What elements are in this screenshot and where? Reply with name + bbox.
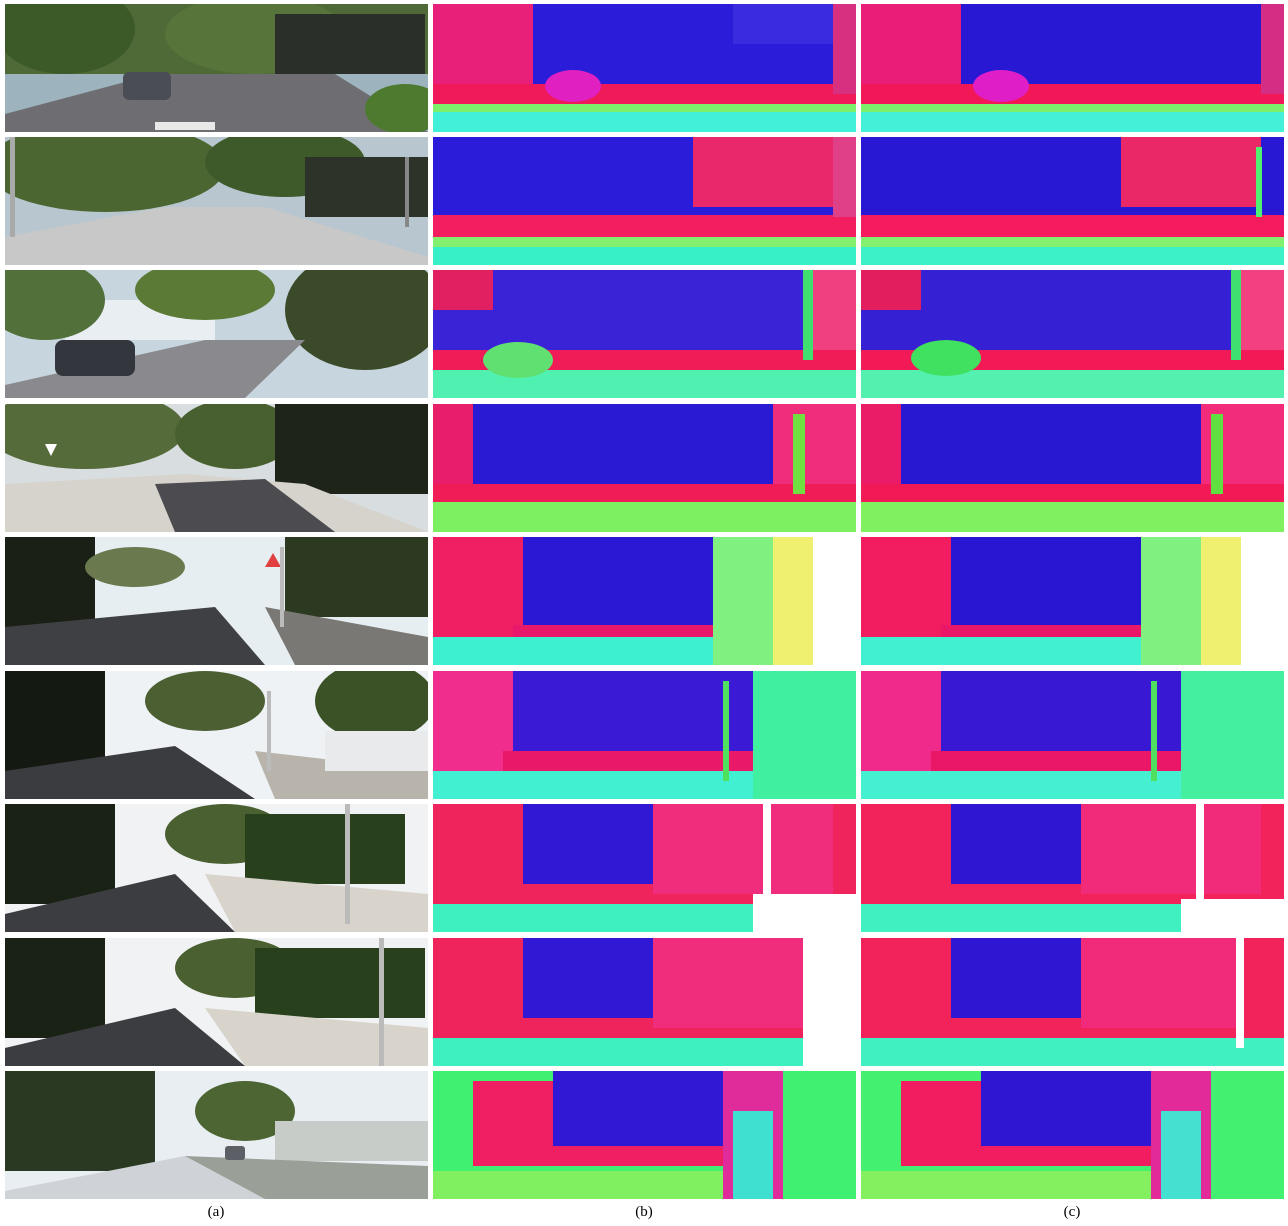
street-photo xyxy=(5,537,428,665)
normal-map-c xyxy=(861,4,1284,132)
street-photo xyxy=(5,270,428,398)
normal-map-b xyxy=(433,137,856,265)
figure-row xyxy=(5,137,1285,265)
normal-map-b xyxy=(433,804,856,932)
figure-row xyxy=(5,938,1285,1066)
figure-row xyxy=(5,671,1285,799)
figure-row xyxy=(5,404,1285,532)
caption-a: (a) xyxy=(207,1204,225,1220)
normal-map-b xyxy=(433,404,856,532)
normal-map-c xyxy=(861,270,1284,398)
normal-map-b xyxy=(433,1071,856,1199)
street-photo xyxy=(5,804,428,932)
caption-c: (c) xyxy=(1063,1204,1081,1220)
normal-map-c xyxy=(861,671,1284,799)
normal-map-b xyxy=(433,537,856,665)
street-photo xyxy=(5,4,428,132)
street-photo xyxy=(5,671,428,799)
normal-map-b xyxy=(433,4,856,132)
street-photo xyxy=(5,404,428,532)
normal-map-c xyxy=(861,938,1284,1066)
figure-row xyxy=(5,537,1285,665)
figure-row xyxy=(5,270,1285,398)
normal-map-c xyxy=(861,137,1284,265)
street-photo xyxy=(5,938,428,1066)
street-photo xyxy=(5,1071,428,1199)
normal-map-c xyxy=(861,537,1284,665)
figure-row xyxy=(5,804,1285,932)
figure-row xyxy=(5,4,1285,132)
caption-b: (b) xyxy=(635,1204,653,1220)
normal-map-b xyxy=(433,938,856,1066)
normal-map-c xyxy=(861,1071,1284,1199)
normal-map-c xyxy=(861,404,1284,532)
normal-map-b xyxy=(433,270,856,398)
normal-map-b xyxy=(433,671,856,799)
street-photo xyxy=(5,137,428,265)
normal-map-c xyxy=(861,804,1284,932)
figure-row xyxy=(5,1071,1285,1199)
